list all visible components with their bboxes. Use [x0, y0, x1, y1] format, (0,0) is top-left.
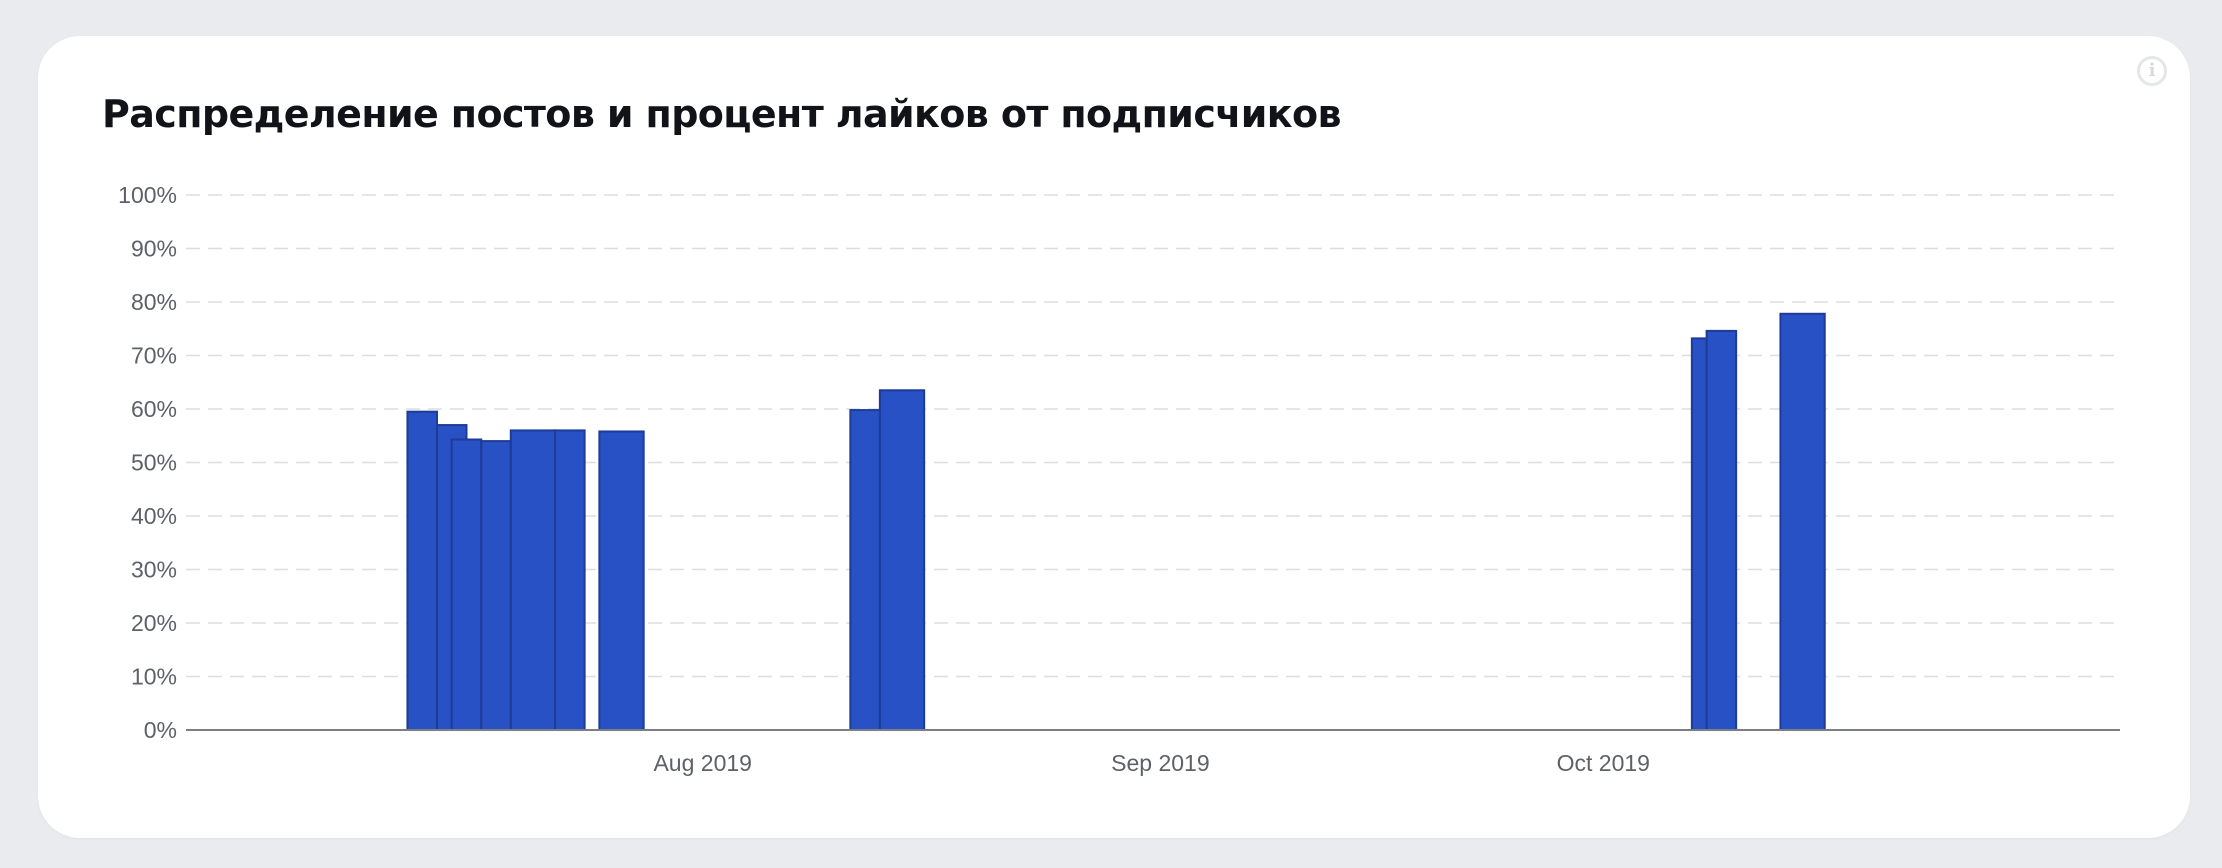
bar[interactable]	[849, 409, 881, 731]
x-tick-label: Aug 2019	[653, 750, 751, 776]
y-tick-label: 70%	[131, 343, 177, 369]
y-tick-label: 50%	[131, 450, 177, 476]
chart-title: Распределение постов и процент лайков от…	[102, 92, 1342, 136]
bar[interactable]	[1779, 312, 1826, 731]
bar[interactable]	[406, 410, 438, 731]
y-tick-label: 90%	[131, 236, 177, 262]
y-tick-label: 20%	[131, 610, 177, 636]
x-axis-ticks: Aug 2019 Sep 2019 Oct 2019	[653, 750, 1649, 776]
bar[interactable]	[878, 389, 926, 731]
bar[interactable]	[1690, 337, 1708, 731]
info-icon[interactable]: i	[2137, 56, 2167, 86]
x-tick-label: Sep 2019	[1111, 750, 1209, 776]
bar[interactable]	[598, 430, 645, 731]
y-tick-label: 30%	[131, 557, 177, 583]
y-tick-label: 60%	[131, 396, 177, 422]
y-axis-ticks: 0% 10% 20% 30% 40% 50% 60% 70% 80% 90% 100%	[118, 182, 177, 743]
bar[interactable]	[1705, 329, 1738, 731]
chart-card	[38, 36, 2190, 838]
y-tick-label: 10%	[131, 664, 177, 690]
bar[interactable]	[509, 429, 557, 731]
bar[interactable]	[554, 429, 586, 731]
y-tick-label: 100%	[118, 182, 177, 208]
y-tick-label: 0%	[144, 717, 177, 743]
x-tick-label: Oct 2019	[1557, 750, 1650, 776]
bar[interactable]	[480, 440, 512, 731]
bars	[406, 312, 1826, 731]
bar[interactable]	[450, 438, 483, 731]
y-tick-label: 80%	[131, 289, 177, 315]
y-tick-label: 40%	[131, 503, 177, 529]
